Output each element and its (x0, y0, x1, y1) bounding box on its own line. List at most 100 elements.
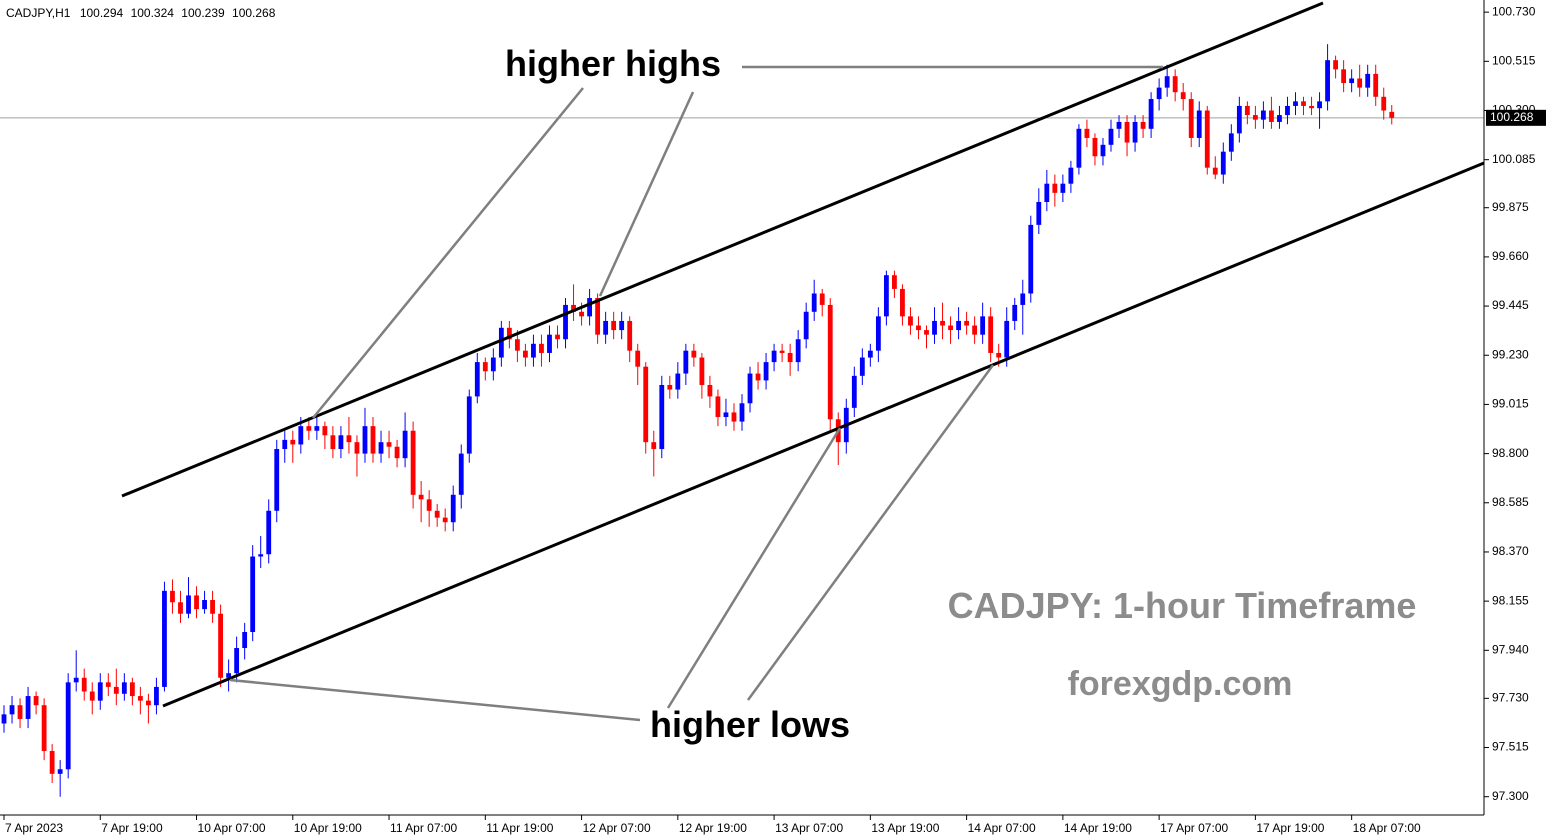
candle-body (1277, 115, 1282, 122)
candle-body (97, 682, 103, 701)
candle-body (282, 439, 288, 450)
candle-body (89, 691, 95, 701)
candle-body (178, 602, 183, 614)
candle-body (113, 686, 119, 694)
candle-body (378, 442, 384, 454)
candle-body (739, 403, 745, 422)
candle-body (555, 334, 560, 340)
candle-body (723, 412, 729, 418)
candle-body (611, 320, 617, 331)
high: 100.324 (131, 6, 175, 20)
candle-body (667, 384, 673, 390)
candle-body (202, 599, 207, 610)
candle-body (242, 632, 248, 649)
candle-body (402, 430, 408, 459)
candle-body (25, 696, 31, 719)
pointer-line (312, 87, 584, 419)
candle-body (346, 435, 352, 443)
candle-body (819, 293, 825, 305)
candle-body (1269, 110, 1274, 122)
candle-body (57, 769, 63, 774)
x-tick-label: 17 Apr 19:00 (1256, 821, 1324, 835)
candle-body (1341, 69, 1347, 84)
candle-body (908, 316, 913, 326)
candle-body (587, 298, 592, 317)
candle-body (787, 352, 793, 363)
candle-body (1132, 121, 1138, 143)
candle-body (539, 343, 544, 353)
candle-body (755, 373, 761, 381)
candle-body (1060, 183, 1066, 193)
candle-body (145, 700, 151, 706)
candle-body (579, 311, 584, 317)
candle-body (1244, 105, 1250, 116)
candle-body (1044, 183, 1050, 202)
candle-body (659, 384, 665, 450)
candle-body (1260, 110, 1266, 120)
candle-body (1004, 320, 1010, 358)
candle-body (563, 304, 568, 340)
candle-body (1036, 201, 1042, 225)
candle-body (1156, 87, 1162, 100)
candle-body (49, 750, 55, 774)
x-tick-label: 11 Apr 19:00 (486, 821, 553, 835)
x-tick-label: 18 Apr 07:00 (1353, 821, 1421, 835)
candle-body (154, 686, 159, 706)
candle-body (274, 449, 280, 511)
candle-body (322, 426, 328, 436)
candle-body (1180, 92, 1186, 100)
candle-body (474, 362, 480, 397)
x-tick-label: 11 Apr 07:00 (390, 821, 457, 835)
y-tick-label: 98.585 (1492, 495, 1529, 509)
candle-body (916, 325, 921, 331)
candle-body (41, 705, 47, 751)
x-tick-label: 7 Apr 2023 (5, 821, 63, 835)
candle-body (940, 320, 945, 326)
candle-body (306, 426, 312, 431)
candle-body (1196, 110, 1202, 138)
candle-body (210, 599, 215, 614)
candle-body (635, 350, 641, 367)
candle-body (972, 325, 978, 335)
candle-body (1172, 76, 1178, 93)
candle-body (218, 613, 224, 678)
candle-body (875, 316, 881, 351)
y-tick-label: 97.940 (1492, 642, 1529, 656)
candle-body (386, 442, 392, 447)
candle-body (1301, 101, 1306, 106)
candle-body (1236, 105, 1242, 134)
candle-body (482, 362, 488, 372)
x-tick-label: 13 Apr 19:00 (871, 821, 939, 835)
candle-body (747, 373, 753, 404)
candle-body (683, 350, 689, 374)
candle-body (948, 325, 953, 331)
candle-body (859, 357, 865, 376)
candle-body (956, 320, 961, 331)
candle-body (691, 350, 697, 358)
candle-body (1116, 121, 1122, 129)
candle-body (410, 430, 416, 495)
y-tick-label: 98.155 (1492, 593, 1529, 607)
price-label-box (1486, 109, 1546, 126)
candle-body (466, 396, 472, 454)
candle-body (1309, 105, 1314, 109)
candle-body (1317, 101, 1322, 109)
candle-body (186, 595, 191, 614)
candle-body (867, 350, 873, 358)
candle-body (33, 696, 39, 706)
candle-body (506, 327, 512, 340)
pointer-line (746, 364, 995, 701)
y-tick-label: 97.515 (1492, 740, 1529, 754)
candle-body (514, 339, 520, 351)
candle-body (498, 327, 504, 358)
x-tick-label: 14 Apr 19:00 (1064, 821, 1132, 835)
watermark-site: forexgdp.com (1068, 665, 1293, 703)
candles (1, 44, 1395, 797)
candle-body (1012, 304, 1018, 321)
x-tick-label: 10 Apr 19:00 (294, 821, 362, 835)
y-tick-label: 99.875 (1492, 200, 1529, 214)
y-tick-label: 98.370 (1492, 544, 1529, 558)
candle-body (547, 334, 552, 353)
x-tick-label: 13 Apr 07:00 (775, 821, 843, 835)
